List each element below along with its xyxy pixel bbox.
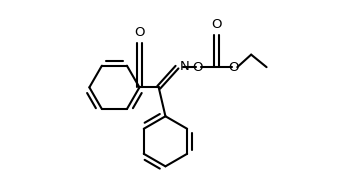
Text: O: O	[211, 18, 222, 31]
Text: O: O	[229, 61, 239, 74]
Text: N: N	[179, 60, 189, 73]
Text: O: O	[134, 26, 145, 39]
Text: O: O	[192, 61, 202, 74]
